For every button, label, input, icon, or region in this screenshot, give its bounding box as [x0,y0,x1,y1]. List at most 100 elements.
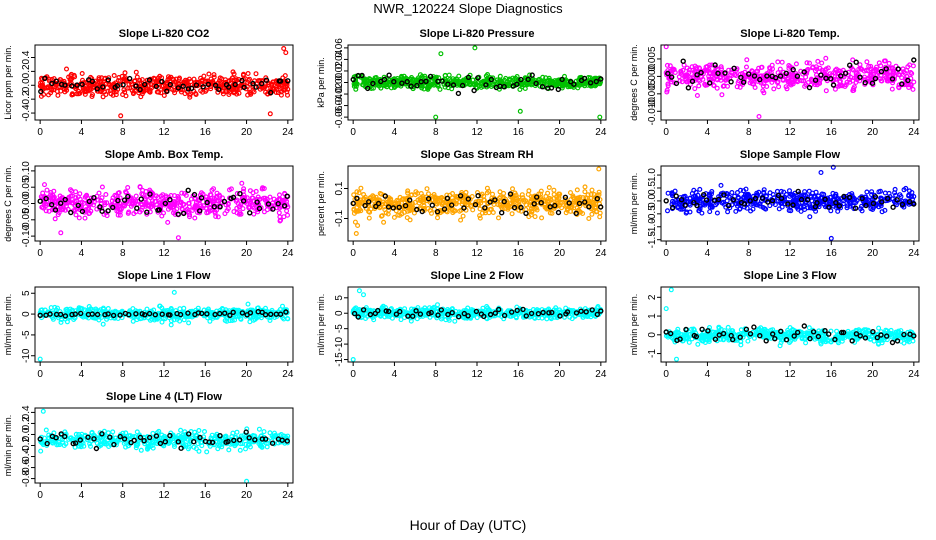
outlier-point [756,113,762,119]
data-point [858,203,864,209]
data-point [767,68,773,74]
x-tick-label: 0 [37,248,43,259]
highlight-point [427,73,434,80]
data-point [861,74,867,80]
data-point [893,192,899,198]
data-point [546,185,552,191]
data-point [691,187,697,193]
data-point [167,204,173,210]
highlight-point [857,74,863,80]
data-point [718,182,724,188]
data-point [481,197,487,203]
data-point [709,189,715,195]
highlight-point [72,311,79,317]
highlight-point [138,196,144,202]
data-point [437,86,443,92]
data-point [247,76,253,82]
data-point [775,70,781,76]
highlight-point [383,308,389,314]
data-points [37,180,291,241]
data-point [517,197,523,203]
highlight-point [487,311,494,318]
highlight-point [200,84,206,90]
data-point [41,182,47,188]
data-point [226,91,232,97]
highlight-point [751,73,758,79]
data-points [37,45,291,119]
highlight-point [115,197,121,204]
highlight-point [552,202,558,209]
data-point [352,219,358,225]
highlight-point [525,76,531,83]
highlight-point [559,76,565,83]
data-point [208,86,214,92]
data-point [217,78,223,84]
outlier-point [472,45,478,51]
highlight-point [204,311,210,317]
outlier-point [37,356,43,362]
data-point [64,306,70,312]
data-point [593,209,599,215]
highlight-point [785,201,791,207]
data-point [440,201,446,207]
x-tick-label: 16 [826,127,838,138]
data-point [872,66,878,72]
highlight-point [906,198,913,205]
highlight-point [669,74,675,80]
data-point [177,199,183,205]
data-point [560,82,566,88]
data-point [100,321,106,327]
data-point [586,216,592,222]
highlight-point [798,196,805,203]
data-point [485,71,491,77]
highlight-point [396,204,402,211]
highlight-point [94,86,100,92]
data-point [849,194,855,200]
highlight-point [354,195,360,202]
y-tick-label: -0.010 [647,97,658,126]
data-point [57,193,63,199]
data-point [532,214,538,220]
data-point [877,188,883,194]
x-tick-label: 4 [705,127,711,138]
data-point [178,89,184,95]
highlight-point [75,202,81,209]
x-tick-label: 4 [392,127,398,138]
data-point [539,215,545,221]
highlight-point [682,202,688,208]
data-point [771,86,777,92]
y-tick-label: 0 [21,311,32,317]
data-point [251,211,257,217]
x-tick-label: 20 [241,248,253,259]
data-point [131,211,137,217]
highlight-point [407,197,413,203]
x-tick-label: 8 [120,248,126,259]
highlight-point [211,203,218,210]
data-point [497,77,503,83]
data-point [261,186,267,192]
highlight-point [49,80,55,87]
highlight-point [217,204,223,210]
y-tick-label: -15 [334,352,345,367]
data-point [89,92,95,98]
x-tick-label: 20 [241,369,253,380]
data-point [201,307,207,313]
highlight-point [386,308,392,315]
data-point [65,206,71,212]
highlight-point [117,312,123,318]
data-point [664,89,670,95]
data-point [71,199,77,205]
data-point [227,318,233,324]
outlier-point [283,50,289,56]
outlier-point [118,113,124,119]
highlight-point [57,311,64,318]
highlight-point [670,204,676,211]
data-point [148,81,154,87]
data-points [663,164,917,241]
data-point [794,205,800,211]
plot-frame [34,286,294,363]
data-point [597,197,603,203]
data-point [137,184,143,190]
x-tick-label: 0 [37,369,43,380]
